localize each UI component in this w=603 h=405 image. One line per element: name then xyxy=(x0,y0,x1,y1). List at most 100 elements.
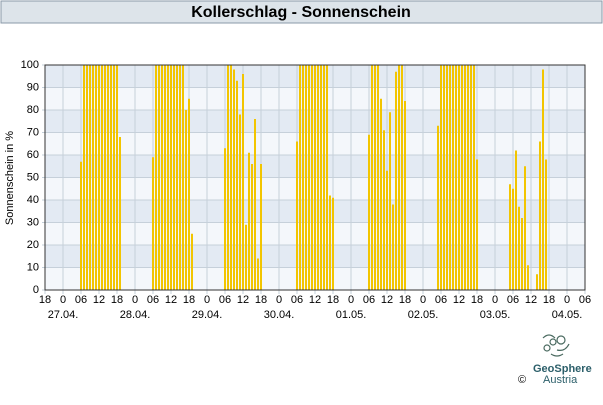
bar xyxy=(173,65,175,290)
y-tick-label: 50 xyxy=(27,171,39,183)
bar xyxy=(440,65,442,290)
x-tick-label: 06 xyxy=(507,294,519,306)
plot-frame xyxy=(44,64,586,291)
bar xyxy=(167,65,169,290)
bar xyxy=(464,65,466,290)
bar xyxy=(389,112,391,290)
bar xyxy=(473,65,475,290)
bar xyxy=(308,65,310,290)
bar xyxy=(326,65,328,290)
bar xyxy=(443,65,445,290)
date-label: 01.05. xyxy=(336,309,367,321)
x-tick-label: 06 xyxy=(291,294,303,306)
x-tick-label: 06 xyxy=(147,294,159,306)
x-tick-label: 0 xyxy=(276,294,282,306)
bar xyxy=(380,98,382,290)
bar xyxy=(329,195,331,290)
bar xyxy=(80,161,82,290)
bar xyxy=(164,65,166,290)
bar xyxy=(89,65,91,290)
x-tick-label: 06 xyxy=(75,294,87,306)
bar xyxy=(512,188,514,290)
bar xyxy=(95,65,97,290)
x-tick-label: 18 xyxy=(327,294,339,306)
x-tick-label: 0 xyxy=(564,294,570,306)
bar xyxy=(515,150,517,290)
bar xyxy=(152,157,154,290)
bar xyxy=(110,65,112,290)
bar xyxy=(509,184,511,290)
x-tick-label: 0 xyxy=(60,294,66,306)
date-label: 03.05. xyxy=(480,309,511,321)
bar xyxy=(233,69,235,290)
bar xyxy=(155,65,157,290)
x-tick-label: 06 xyxy=(363,294,375,306)
bar xyxy=(401,65,403,290)
x-tick-label: 06 xyxy=(579,294,591,306)
bar xyxy=(458,65,460,290)
bar xyxy=(260,164,262,290)
date-label: 30.04. xyxy=(264,309,295,321)
y-tick-label: 10 xyxy=(27,261,39,273)
date-label: 29.04. xyxy=(192,309,223,321)
bar xyxy=(320,65,322,290)
bar xyxy=(470,65,472,290)
logo-name: GeoSphere xyxy=(533,363,592,375)
date-label: 02.05. xyxy=(408,309,439,321)
bar xyxy=(539,141,541,290)
bar xyxy=(83,65,85,290)
bar xyxy=(182,65,184,290)
bar xyxy=(395,71,397,290)
logo-sub: Austria xyxy=(543,374,578,386)
y-tick-label: 60 xyxy=(27,149,39,161)
logo-icon xyxy=(542,334,570,357)
bar xyxy=(242,74,244,290)
x-tick-label: 12 xyxy=(165,294,177,306)
y-tick-label: 90 xyxy=(27,81,39,93)
x-tick-label: 12 xyxy=(237,294,249,306)
bar xyxy=(542,69,544,290)
y-tick-label: 20 xyxy=(27,239,39,251)
bar xyxy=(392,204,394,290)
x-tick-label: 18 xyxy=(39,294,51,306)
bar xyxy=(305,65,307,290)
bar xyxy=(323,65,325,290)
bar xyxy=(449,65,451,290)
bar xyxy=(176,65,178,290)
bar xyxy=(527,265,529,290)
x-tick-label: 18 xyxy=(255,294,267,306)
bar xyxy=(521,218,523,290)
bar xyxy=(239,114,241,290)
bar xyxy=(107,65,109,290)
bar xyxy=(86,65,88,290)
y-tick-label: 100 xyxy=(21,59,39,71)
bar xyxy=(377,65,379,290)
bar xyxy=(467,65,469,290)
bar xyxy=(245,224,247,290)
bar xyxy=(248,152,250,290)
bar xyxy=(101,65,103,290)
bar xyxy=(257,258,259,290)
x-tick-label: 12 xyxy=(453,294,465,306)
y-tick-label: 30 xyxy=(27,216,39,228)
bar xyxy=(524,166,526,290)
x-tick-label: 18 xyxy=(183,294,195,306)
x-tick-label: 0 xyxy=(348,294,354,306)
bar xyxy=(185,110,187,290)
bar xyxy=(179,65,181,290)
bar xyxy=(476,159,478,290)
bar xyxy=(158,65,160,290)
x-tick-label: 0 xyxy=(492,294,498,306)
y-tick-label: 40 xyxy=(27,194,39,206)
y-tick-label: 70 xyxy=(27,126,39,138)
x-tick-label: 18 xyxy=(111,294,123,306)
bar xyxy=(404,101,406,290)
bar xyxy=(311,65,313,290)
y-tick-label: 80 xyxy=(27,104,39,116)
bar xyxy=(296,141,298,290)
bar xyxy=(314,65,316,290)
bar xyxy=(161,65,163,290)
bar xyxy=(371,65,373,290)
bar xyxy=(188,98,190,290)
